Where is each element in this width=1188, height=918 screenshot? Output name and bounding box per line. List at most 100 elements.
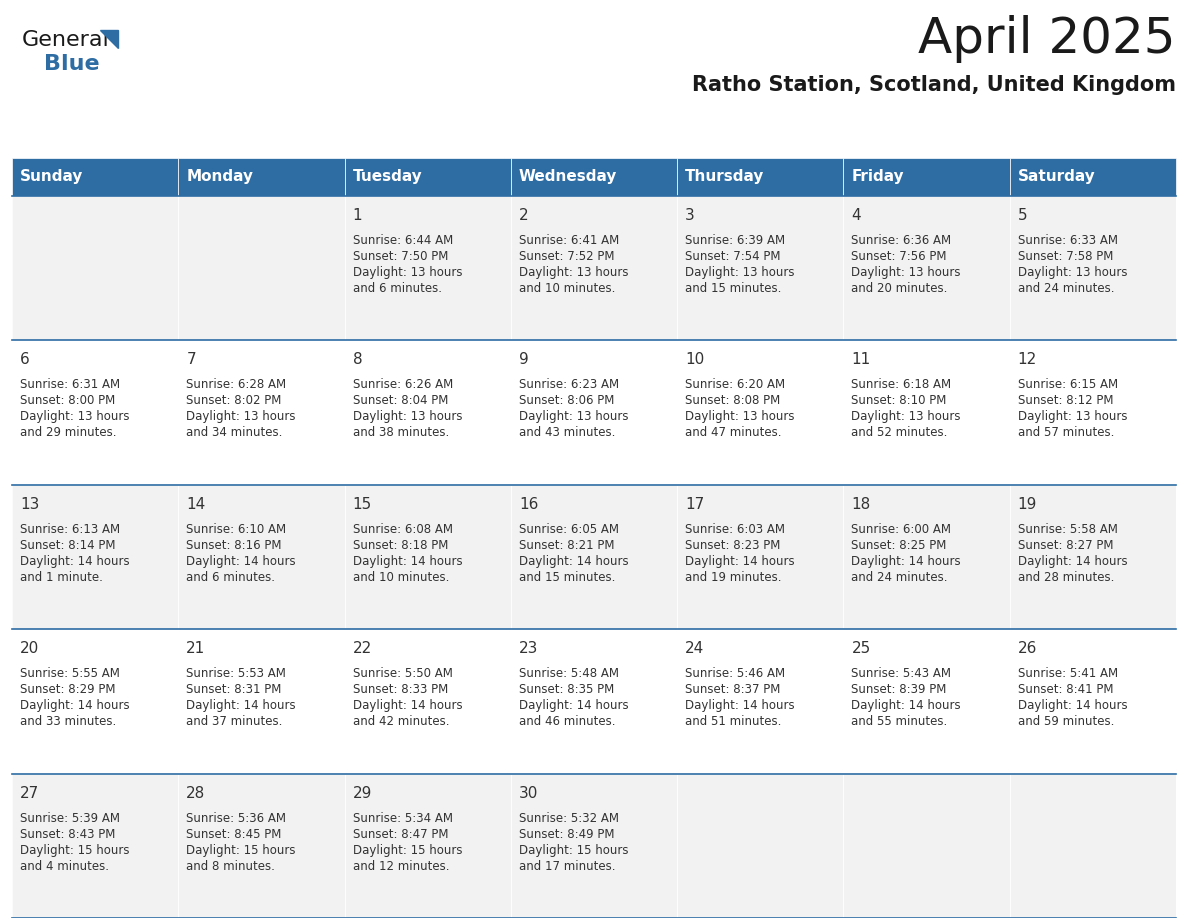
Text: Sunrise: 6:39 AM: Sunrise: 6:39 AM bbox=[685, 234, 785, 247]
Text: General: General bbox=[23, 30, 109, 50]
Text: Daylight: 13 hours: Daylight: 13 hours bbox=[519, 266, 628, 279]
Text: Daylight: 14 hours: Daylight: 14 hours bbox=[1018, 554, 1127, 568]
Bar bbox=[1010, 158, 1176, 196]
Bar bbox=[511, 774, 677, 918]
Text: 28: 28 bbox=[187, 786, 206, 800]
Text: and 24 minutes.: and 24 minutes. bbox=[852, 571, 948, 584]
Text: Sunset: 8:33 PM: Sunset: 8:33 PM bbox=[353, 683, 448, 696]
Text: Sunset: 7:56 PM: Sunset: 7:56 PM bbox=[852, 250, 947, 263]
Text: Sunrise: 5:50 AM: Sunrise: 5:50 AM bbox=[353, 667, 453, 680]
Text: April 2025: April 2025 bbox=[918, 15, 1176, 63]
Text: and 52 minutes.: and 52 minutes. bbox=[852, 426, 948, 440]
Text: Sunrise: 6:03 AM: Sunrise: 6:03 AM bbox=[685, 522, 785, 536]
Bar bbox=[12, 485, 178, 629]
Text: Sunday: Sunday bbox=[20, 170, 83, 185]
Text: Sunset: 8:25 PM: Sunset: 8:25 PM bbox=[852, 539, 947, 552]
Text: and 37 minutes.: and 37 minutes. bbox=[187, 715, 283, 728]
Text: and 24 minutes.: and 24 minutes. bbox=[1018, 282, 1114, 295]
Text: 30: 30 bbox=[519, 786, 538, 800]
Bar bbox=[1010, 629, 1176, 774]
Text: 29: 29 bbox=[353, 786, 372, 800]
Text: Sunrise: 6:36 AM: Sunrise: 6:36 AM bbox=[852, 234, 952, 247]
Text: 11: 11 bbox=[852, 353, 871, 367]
Bar bbox=[12, 158, 178, 196]
Text: Ratho Station, Scotland, United Kingdom: Ratho Station, Scotland, United Kingdom bbox=[691, 75, 1176, 95]
Text: Daylight: 14 hours: Daylight: 14 hours bbox=[519, 554, 628, 568]
Text: Sunset: 8:12 PM: Sunset: 8:12 PM bbox=[1018, 395, 1113, 408]
Text: Daylight: 13 hours: Daylight: 13 hours bbox=[519, 410, 628, 423]
Text: 22: 22 bbox=[353, 641, 372, 656]
Text: Sunset: 8:04 PM: Sunset: 8:04 PM bbox=[353, 395, 448, 408]
Bar bbox=[843, 158, 1010, 196]
Text: and 38 minutes.: and 38 minutes. bbox=[353, 426, 449, 440]
Bar bbox=[1010, 341, 1176, 485]
Bar bbox=[677, 629, 843, 774]
Text: Daylight: 13 hours: Daylight: 13 hours bbox=[685, 410, 795, 423]
Bar bbox=[178, 341, 345, 485]
Bar bbox=[12, 485, 1176, 629]
Bar bbox=[511, 629, 677, 774]
Text: Sunset: 7:50 PM: Sunset: 7:50 PM bbox=[353, 250, 448, 263]
Text: Daylight: 13 hours: Daylight: 13 hours bbox=[353, 266, 462, 279]
Text: Daylight: 14 hours: Daylight: 14 hours bbox=[187, 554, 296, 568]
Text: 6: 6 bbox=[20, 353, 30, 367]
Text: Sunrise: 5:39 AM: Sunrise: 5:39 AM bbox=[20, 812, 120, 824]
Bar bbox=[511, 158, 677, 196]
Text: and 15 minutes.: and 15 minutes. bbox=[685, 282, 782, 295]
Text: Sunrise: 5:36 AM: Sunrise: 5:36 AM bbox=[187, 812, 286, 824]
Text: and 6 minutes.: and 6 minutes. bbox=[187, 571, 276, 584]
Text: Sunset: 8:23 PM: Sunset: 8:23 PM bbox=[685, 539, 781, 552]
Text: Sunset: 8:43 PM: Sunset: 8:43 PM bbox=[20, 828, 115, 841]
Text: 25: 25 bbox=[852, 641, 871, 656]
Text: Daylight: 14 hours: Daylight: 14 hours bbox=[20, 554, 129, 568]
Text: Daylight: 13 hours: Daylight: 13 hours bbox=[1018, 266, 1127, 279]
Text: and 10 minutes.: and 10 minutes. bbox=[519, 282, 615, 295]
Text: Daylight: 13 hours: Daylight: 13 hours bbox=[20, 410, 129, 423]
Text: Daylight: 14 hours: Daylight: 14 hours bbox=[852, 554, 961, 568]
Text: and 51 minutes.: and 51 minutes. bbox=[685, 715, 782, 728]
Text: Sunrise: 6:13 AM: Sunrise: 6:13 AM bbox=[20, 522, 120, 536]
Text: Daylight: 15 hours: Daylight: 15 hours bbox=[353, 844, 462, 856]
Bar bbox=[843, 774, 1010, 918]
Bar bbox=[1010, 774, 1176, 918]
Bar bbox=[1010, 485, 1176, 629]
Text: 7: 7 bbox=[187, 353, 196, 367]
Text: Sunset: 8:16 PM: Sunset: 8:16 PM bbox=[187, 539, 282, 552]
Bar bbox=[12, 629, 178, 774]
Text: Sunrise: 5:55 AM: Sunrise: 5:55 AM bbox=[20, 667, 120, 680]
Text: 19: 19 bbox=[1018, 497, 1037, 512]
Bar bbox=[511, 485, 677, 629]
Bar bbox=[677, 341, 843, 485]
Bar bbox=[511, 196, 677, 341]
Text: Daylight: 14 hours: Daylight: 14 hours bbox=[685, 554, 795, 568]
Text: Sunset: 8:47 PM: Sunset: 8:47 PM bbox=[353, 828, 448, 841]
Text: and 33 minutes.: and 33 minutes. bbox=[20, 715, 116, 728]
Text: Sunrise: 5:58 AM: Sunrise: 5:58 AM bbox=[1018, 522, 1118, 536]
Text: Daylight: 15 hours: Daylight: 15 hours bbox=[20, 844, 129, 856]
Bar bbox=[677, 158, 843, 196]
Text: Daylight: 13 hours: Daylight: 13 hours bbox=[1018, 410, 1127, 423]
Text: 3: 3 bbox=[685, 208, 695, 223]
Bar bbox=[178, 485, 345, 629]
Bar bbox=[178, 196, 345, 341]
Text: Daylight: 14 hours: Daylight: 14 hours bbox=[519, 700, 628, 712]
Text: 20: 20 bbox=[20, 641, 39, 656]
Text: and 4 minutes.: and 4 minutes. bbox=[20, 859, 109, 873]
Text: Sunrise: 5:48 AM: Sunrise: 5:48 AM bbox=[519, 667, 619, 680]
Text: and 46 minutes.: and 46 minutes. bbox=[519, 715, 615, 728]
Text: Sunset: 8:00 PM: Sunset: 8:00 PM bbox=[20, 395, 115, 408]
Text: Friday: Friday bbox=[852, 170, 904, 185]
Text: Sunset: 8:29 PM: Sunset: 8:29 PM bbox=[20, 683, 115, 696]
Text: 4: 4 bbox=[852, 208, 861, 223]
Text: 27: 27 bbox=[20, 786, 39, 800]
Text: Sunrise: 6:31 AM: Sunrise: 6:31 AM bbox=[20, 378, 120, 391]
Text: Sunset: 8:02 PM: Sunset: 8:02 PM bbox=[187, 395, 282, 408]
Text: 21: 21 bbox=[187, 641, 206, 656]
Text: Sunset: 7:52 PM: Sunset: 7:52 PM bbox=[519, 250, 614, 263]
Text: Sunrise: 5:53 AM: Sunrise: 5:53 AM bbox=[187, 667, 286, 680]
Text: and 42 minutes.: and 42 minutes. bbox=[353, 715, 449, 728]
Text: Sunset: 8:41 PM: Sunset: 8:41 PM bbox=[1018, 683, 1113, 696]
Bar bbox=[345, 196, 511, 341]
Text: Sunset: 8:14 PM: Sunset: 8:14 PM bbox=[20, 539, 115, 552]
Bar bbox=[511, 341, 677, 485]
